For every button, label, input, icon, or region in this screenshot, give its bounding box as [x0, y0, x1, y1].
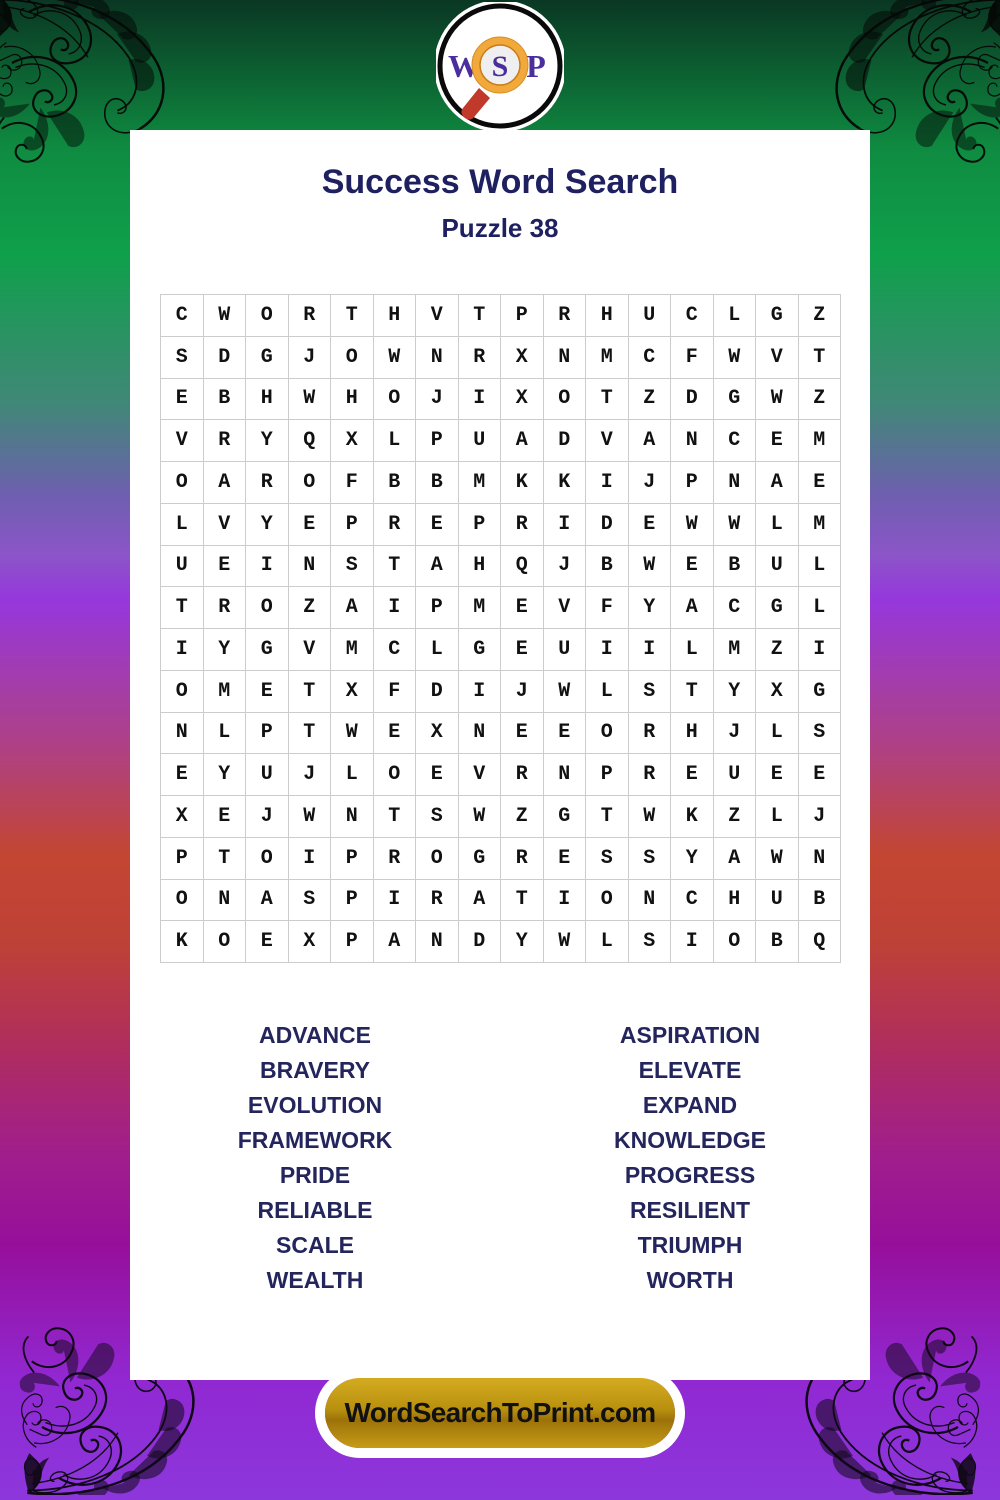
svg-text:P: P [526, 48, 546, 84]
svg-text:S: S [492, 50, 509, 83]
